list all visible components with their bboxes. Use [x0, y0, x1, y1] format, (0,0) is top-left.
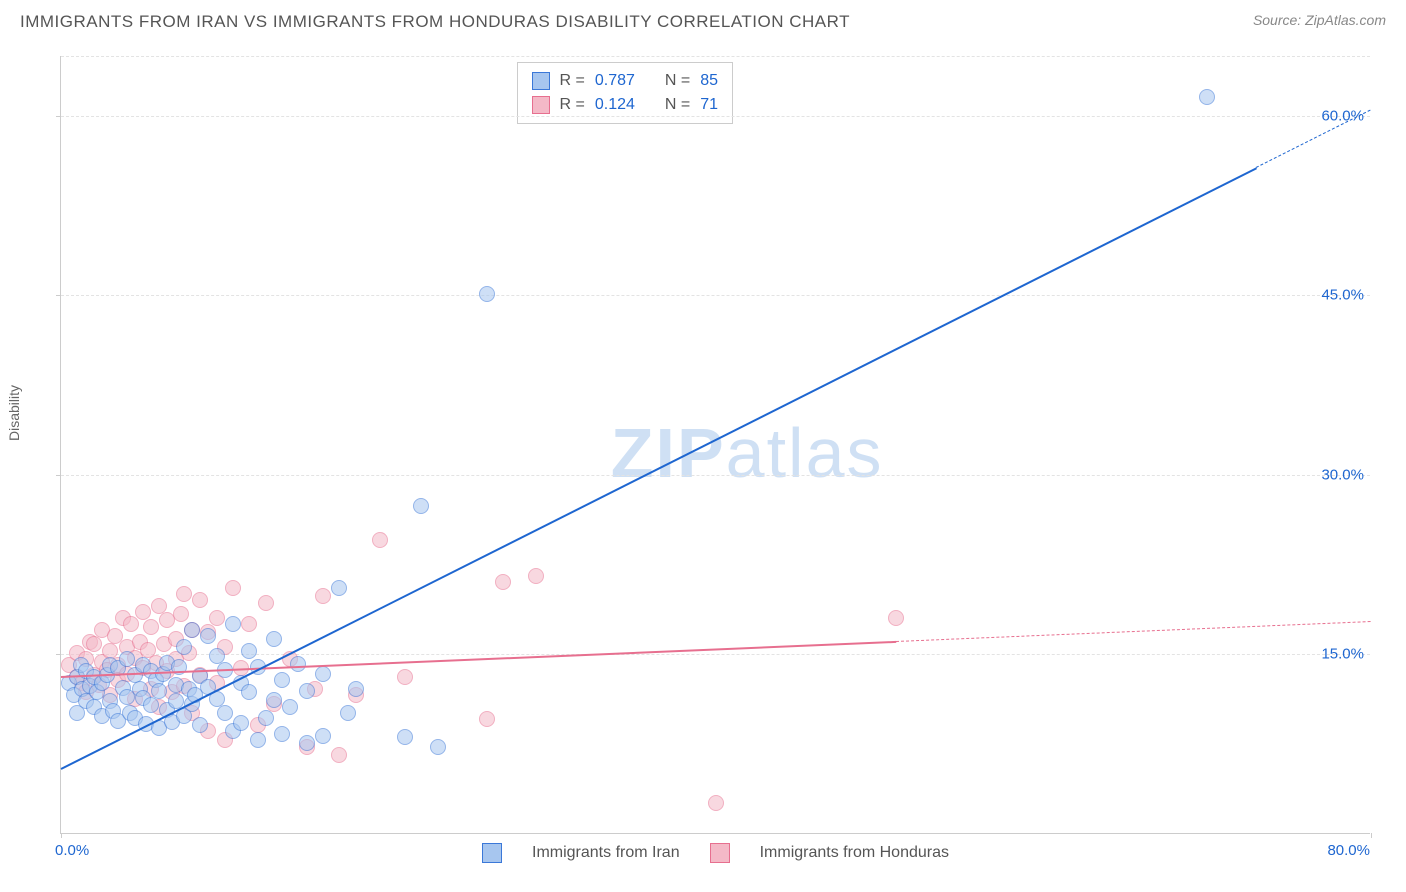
x-tick-label: 80.0%: [1327, 842, 1370, 859]
point-series-a: [315, 728, 331, 744]
point-series-b: [495, 574, 511, 590]
source-prefix: Source:: [1253, 12, 1305, 28]
point-series-b: [888, 610, 904, 626]
point-series-b: [86, 636, 102, 652]
point-series-a: [225, 616, 241, 632]
point-series-b: [372, 532, 388, 548]
y-axis-label: Disability: [6, 385, 22, 441]
chart-title: IMMIGRANTS FROM IRAN VS IMMIGRANTS FROM …: [20, 12, 850, 32]
legend-label-b: Immigrants from Honduras: [760, 844, 949, 862]
plot-area: ZIPatlas R = 0.787 N = 85 R = 0.124 N = …: [60, 56, 1370, 834]
point-series-a: [217, 705, 233, 721]
point-series-a: [241, 684, 257, 700]
point-series-a: [266, 631, 282, 647]
point-series-a: [241, 643, 257, 659]
point-series-a: [397, 729, 413, 745]
gridline: [61, 475, 1370, 476]
r-value-b: 0.124: [595, 93, 635, 117]
r-value-a: 0.787: [595, 69, 635, 93]
watermark-bold: ZIP: [611, 414, 726, 492]
n-label: N =: [665, 69, 690, 93]
point-series-a: [331, 580, 347, 596]
point-series-b: [708, 795, 724, 811]
point-series-a: [413, 498, 429, 514]
point-series-a: [266, 692, 282, 708]
trendline-b-dashed: [896, 621, 1371, 642]
n-label: N =: [665, 93, 690, 117]
stats-legend-box: R = 0.787 N = 85 R = 0.124 N = 71: [517, 62, 734, 124]
point-series-b: [397, 669, 413, 685]
point-series-a: [176, 639, 192, 655]
point-series-b: [528, 568, 544, 584]
point-series-a: [274, 672, 290, 688]
swatch-series-a: [532, 72, 550, 90]
chart-source: Source: ZipAtlas.com: [1253, 12, 1386, 28]
point-series-a: [479, 286, 495, 302]
point-series-a: [184, 622, 200, 638]
bottom-legend: Immigrants from Iran Immigrants from Hon…: [61, 843, 1370, 863]
chart-container: Disability ZIPatlas R = 0.787 N = 85 R =…: [20, 48, 1390, 868]
point-series-a: [315, 666, 331, 682]
n-value-a: 85: [700, 69, 718, 93]
gridline: [61, 56, 1370, 57]
point-series-a: [143, 697, 159, 713]
swatch-series-b: [532, 96, 550, 114]
gridline: [61, 295, 1370, 296]
watermark: ZIPatlas: [611, 413, 884, 493]
point-series-a: [430, 739, 446, 755]
trendline-a-solid: [61, 168, 1257, 770]
stats-row-a: R = 0.787 N = 85: [532, 69, 719, 93]
point-series-b: [192, 592, 208, 608]
point-series-a: [290, 656, 306, 672]
point-series-b: [123, 616, 139, 632]
point-series-b: [331, 747, 347, 763]
point-series-a: [299, 735, 315, 751]
point-series-b: [176, 586, 192, 602]
y-tick-label: 15.0%: [1321, 646, 1364, 663]
stats-row-b: R = 0.124 N = 71: [532, 93, 719, 117]
y-tick-label: 30.0%: [1321, 466, 1364, 483]
point-series-a: [282, 699, 298, 715]
point-series-b: [135, 604, 151, 620]
r-label: R =: [560, 69, 585, 93]
source-name: ZipAtlas.com: [1305, 12, 1386, 28]
gridline: [61, 116, 1370, 117]
watermark-light: atlas: [726, 414, 884, 492]
gridline: [61, 654, 1370, 655]
legend-swatch-a: [482, 843, 502, 863]
point-series-a: [233, 715, 249, 731]
legend-swatch-b: [710, 843, 730, 863]
point-series-b: [225, 580, 241, 596]
point-series-b: [209, 610, 225, 626]
chart-header: IMMIGRANTS FROM IRAN VS IMMIGRANTS FROM …: [0, 0, 1406, 40]
point-series-b: [241, 616, 257, 632]
point-series-a: [1199, 89, 1215, 105]
point-series-a: [250, 732, 266, 748]
point-series-a: [258, 710, 274, 726]
trendline-a-dashed: [1256, 110, 1371, 168]
r-label: R =: [560, 93, 585, 117]
point-series-a: [348, 681, 364, 697]
point-series-a: [119, 651, 135, 667]
legend-label-a: Immigrants from Iran: [532, 844, 680, 862]
point-series-b: [479, 711, 495, 727]
n-value-b: 71: [700, 93, 718, 117]
point-series-a: [299, 683, 315, 699]
point-series-a: [151, 683, 167, 699]
point-series-b: [173, 606, 189, 622]
point-series-a: [192, 717, 208, 733]
point-series-b: [143, 619, 159, 635]
point-series-a: [340, 705, 356, 721]
point-series-b: [258, 595, 274, 611]
y-tick-label: 45.0%: [1321, 287, 1364, 304]
point-series-a: [200, 628, 216, 644]
point-series-a: [274, 726, 290, 742]
x-tick-label: 0.0%: [55, 842, 89, 859]
point-series-b: [315, 588, 331, 604]
